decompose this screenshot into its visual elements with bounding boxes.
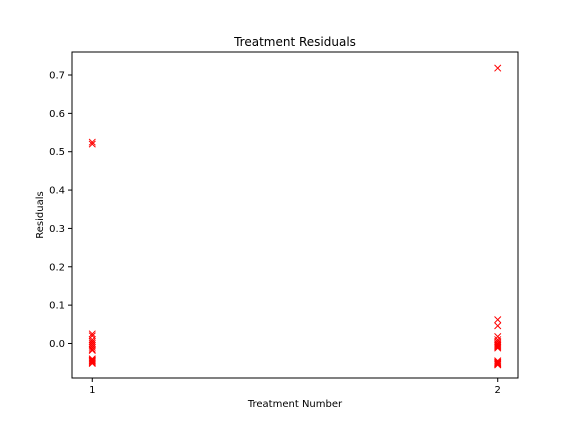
y-tick-label: 0.1 [49, 301, 65, 312]
data-point [494, 342, 502, 350]
data-point [88, 138, 96, 146]
data-point [88, 140, 96, 148]
y-tick-label: 0.7 [49, 71, 65, 82]
data-point [494, 343, 502, 351]
data-point [494, 359, 502, 367]
y-axis-ticks: 0.0 0.1 0.2 0.3 0.4 0.5 0.6 0.7 [49, 71, 72, 350]
data-point [88, 357, 96, 366]
x-axis-label: Treatment Number [247, 399, 343, 410]
data-point [494, 322, 502, 330]
data-point [494, 64, 502, 72]
data-point [494, 358, 502, 366]
plot-area [71, 51, 519, 379]
x-tick-label: 1 [89, 385, 95, 396]
data-point [494, 359, 502, 367]
data-point [494, 360, 502, 368]
data-point [494, 333, 502, 341]
y-tick-label: 0.5 [49, 147, 65, 158]
data-point [494, 341, 502, 349]
data-point [88, 359, 96, 367]
data-points [88, 64, 502, 369]
data-point [88, 346, 96, 354]
data-point [88, 356, 96, 364]
x-tick-label: 2 [495, 385, 501, 396]
chart-title: Treatment Residuals [233, 35, 356, 49]
y-axis-label: Residuals [35, 191, 46, 238]
data-point [88, 359, 96, 367]
y-tick-label: 0.2 [49, 262, 65, 273]
y-tick-label: 0.4 [49, 186, 65, 197]
data-point [88, 357, 96, 365]
data-point [88, 345, 96, 353]
y-tick-label: 0.6 [49, 109, 65, 120]
data-point [88, 343, 96, 351]
data-point [88, 330, 96, 338]
y-tick-label: 0.3 [49, 224, 65, 235]
data-point [494, 344, 502, 352]
data-point [494, 316, 502, 324]
y-tick-label: 0.0 [49, 339, 65, 350]
data-point [494, 361, 502, 369]
